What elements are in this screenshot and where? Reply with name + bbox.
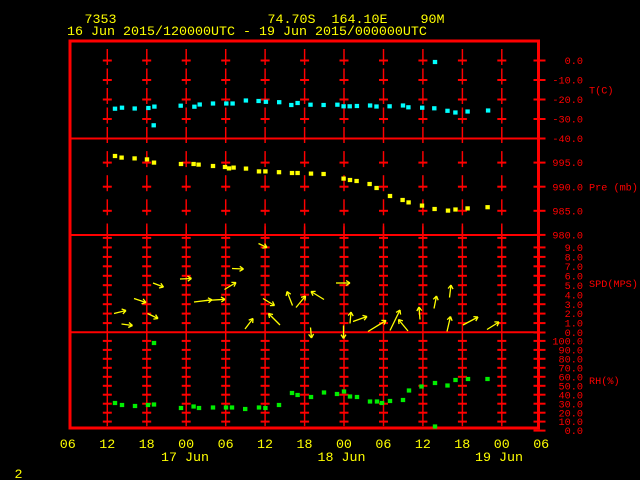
svg-text:70.0: 70.0: [559, 364, 583, 375]
svg-text:40.0: 40.0: [559, 391, 583, 402]
svg-text:90M: 90M: [421, 13, 445, 28]
svg-text:30.0: 30.0: [559, 400, 583, 411]
svg-text:-10.0: -10.0: [552, 77, 583, 88]
svg-text:19 Jun: 19 Jun: [475, 451, 523, 466]
svg-text:990.0: 990.0: [552, 183, 583, 194]
svg-text:60.0: 60.0: [559, 373, 583, 384]
svg-text:80.0: 80.0: [559, 355, 583, 366]
svg-text:1.0: 1.0: [565, 320, 583, 331]
svg-text:7353: 7353: [85, 13, 117, 28]
svg-text:3.0: 3.0: [565, 301, 583, 312]
svg-text:8.0: 8.0: [565, 254, 583, 265]
svg-text:12: 12: [257, 438, 273, 453]
svg-text:18 Jun: 18 Jun: [318, 451, 366, 466]
svg-text:0.0: 0.0: [565, 57, 583, 68]
svg-text:00: 00: [494, 438, 510, 453]
svg-text:980.0: 980.0: [552, 232, 583, 243]
svg-text:6.0: 6.0: [565, 272, 583, 283]
svg-text:2.0: 2.0: [565, 310, 583, 321]
svg-text:06: 06: [218, 438, 234, 453]
svg-text:16 Jun 2015/120000UTC - 19 Jun: 16 Jun 2015/120000UTC - 19 Jun 2015/0000…: [67, 25, 427, 40]
svg-text:T(C): T(C): [589, 85, 613, 97]
svg-text:18: 18: [139, 438, 155, 453]
svg-text:18: 18: [297, 438, 313, 453]
svg-text:10.0: 10.0: [559, 418, 583, 429]
svg-text:17 Jun: 17 Jun: [161, 451, 209, 466]
svg-text:06: 06: [375, 438, 391, 453]
svg-text:00: 00: [178, 438, 194, 453]
svg-text:995.0: 995.0: [552, 159, 583, 170]
svg-text:4.0: 4.0: [565, 291, 583, 302]
svg-text:5.0: 5.0: [565, 282, 583, 293]
svg-text:06: 06: [533, 438, 549, 453]
svg-text:-20.0: -20.0: [552, 96, 583, 107]
svg-text:RH(%): RH(%): [589, 376, 620, 388]
svg-text:12: 12: [99, 438, 115, 453]
svg-text:-40.0: -40.0: [552, 135, 583, 146]
svg-text:06: 06: [60, 438, 76, 453]
svg-text:0.0: 0.0: [565, 329, 583, 340]
svg-text:164.10E: 164.10E: [332, 13, 388, 28]
svg-text:2: 2: [15, 468, 23, 480]
svg-text:100.0: 100.0: [552, 338, 583, 349]
svg-text:74.70S: 74.70S: [268, 13, 316, 28]
svg-text:7.0: 7.0: [565, 263, 583, 274]
svg-text:90.0: 90.0: [559, 347, 583, 358]
svg-text:50.0: 50.0: [559, 382, 583, 393]
svg-text:12: 12: [415, 438, 431, 453]
svg-text:-30.0: -30.0: [552, 116, 583, 127]
svg-text:Pre (mb): Pre (mb): [589, 182, 638, 194]
svg-text:0.0: 0.0: [565, 427, 583, 438]
svg-text:20.0: 20.0: [559, 409, 583, 420]
svg-text:18: 18: [454, 438, 470, 453]
svg-text:SPD(MPS): SPD(MPS): [589, 279, 638, 291]
svg-text:00: 00: [336, 438, 352, 453]
svg-text:985.0: 985.0: [552, 207, 583, 218]
svg-text:9.0: 9.0: [565, 244, 583, 255]
